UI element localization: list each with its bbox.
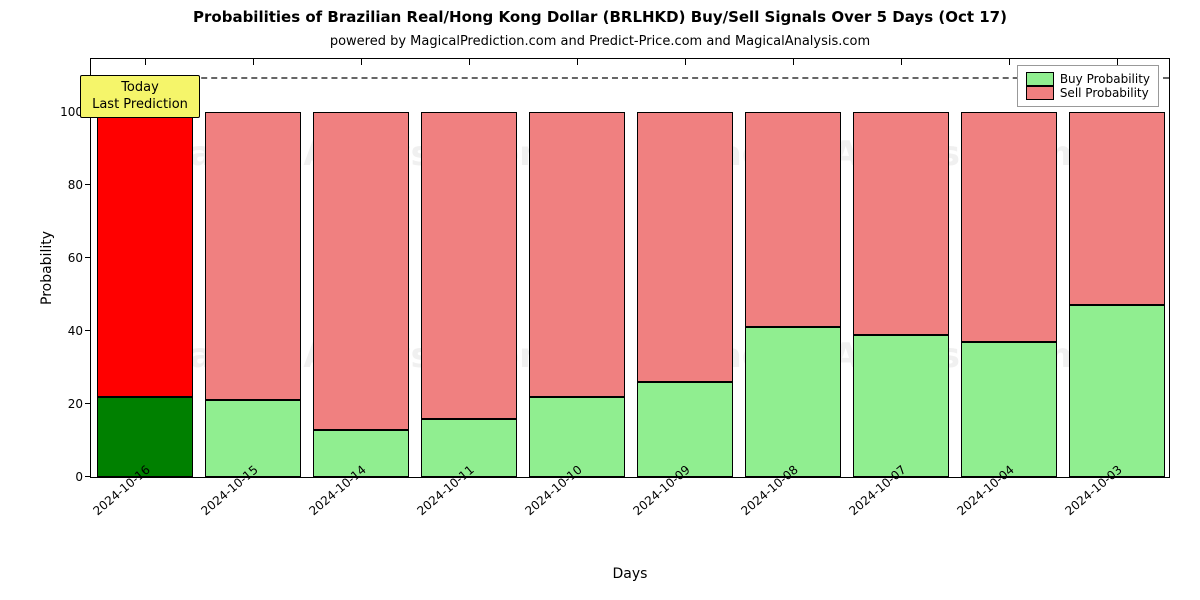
legend-entry-sell: Sell Probability: [1026, 86, 1150, 100]
bar-buy: [745, 327, 840, 477]
ytick-label: 80: [68, 178, 91, 192]
bar-buy: [1069, 305, 1164, 477]
callout-line-2: Last Prediction: [91, 97, 189, 113]
bar-group: [205, 112, 300, 477]
legend-entry-buy: Buy Probability: [1026, 72, 1150, 86]
today-callout: Today Last Prediction: [80, 75, 200, 118]
bar-group: [1069, 112, 1164, 477]
bar-buy: [853, 335, 948, 477]
bar-sell: [421, 112, 516, 419]
ytick-mark: [85, 184, 91, 185]
xtick-mark: [253, 59, 254, 65]
bar-sell: [97, 112, 192, 397]
xtick-mark: [901, 59, 902, 65]
chart-container: Probabilities of Brazilian Real/Hong Kon…: [0, 0, 1200, 600]
xtick-mark: [1009, 59, 1010, 65]
bar-sell: [205, 112, 300, 401]
legend-label-sell: Sell Probability: [1060, 86, 1149, 100]
bar-group: [421, 112, 516, 477]
bar-group: [313, 112, 408, 477]
chart-subtitle: powered by MagicalPrediction.com and Pre…: [0, 34, 1200, 49]
reference-hline: [91, 77, 1169, 79]
ytick-mark: [85, 330, 91, 331]
bar-sell: [745, 112, 840, 327]
bar-group: [97, 112, 192, 477]
xtick-mark: [577, 59, 578, 65]
xtick-mark: [145, 59, 146, 65]
bar-group: [961, 112, 1056, 477]
bar-sell: [1069, 112, 1164, 306]
bar-group: [637, 112, 732, 477]
ytick-label: 40: [68, 324, 91, 338]
bar-sell: [853, 112, 948, 335]
ytick-label: 20: [68, 397, 91, 411]
legend: Buy Probability Sell Probability: [1017, 65, 1159, 107]
bar-group: [745, 112, 840, 477]
legend-swatch-sell: [1026, 86, 1054, 100]
ytick-mark: [85, 476, 91, 477]
bar-group: [529, 112, 624, 477]
plot-area: MagicalAnalysis.comMagicalAnalysis.comMa…: [90, 58, 1170, 478]
chart-title: Probabilities of Brazilian Real/Hong Kon…: [0, 8, 1200, 26]
ytick-mark: [85, 403, 91, 404]
bar-buy: [961, 342, 1056, 477]
bar-group: [853, 112, 948, 477]
x-axis-label: Days: [90, 566, 1170, 582]
legend-label-buy: Buy Probability: [1060, 72, 1150, 86]
bar-sell: [313, 112, 408, 430]
legend-swatch-buy: [1026, 72, 1054, 86]
bar-sell: [529, 112, 624, 397]
ytick-label: 60: [68, 251, 91, 265]
bar-buy: [637, 382, 732, 477]
bar-sell: [961, 112, 1056, 342]
callout-line-1: Today: [91, 80, 189, 96]
xtick-mark: [469, 59, 470, 65]
xtick-mark: [685, 59, 686, 65]
ytick-label: 0: [75, 470, 91, 484]
y-axis-label: Probability: [39, 231, 55, 305]
ytick-mark: [85, 257, 91, 258]
xtick-mark: [793, 59, 794, 65]
xtick-mark: [361, 59, 362, 65]
bar-sell: [637, 112, 732, 382]
